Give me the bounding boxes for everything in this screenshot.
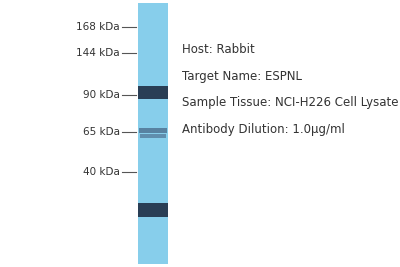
Text: Antibody Dilution: 1.0µg/ml: Antibody Dilution: 1.0µg/ml bbox=[182, 123, 345, 136]
Text: Host: Rabbit: Host: Rabbit bbox=[182, 43, 255, 56]
Text: 65 kDa: 65 kDa bbox=[83, 127, 120, 137]
Text: 144 kDa: 144 kDa bbox=[76, 48, 120, 58]
Bar bbox=[138, 203, 168, 217]
Text: Target Name: ESPNL: Target Name: ESPNL bbox=[182, 70, 302, 83]
Text: Sample Tissue: NCI-H226 Cell Lysate: Sample Tissue: NCI-H226 Cell Lysate bbox=[182, 96, 398, 109]
Bar bbox=[138, 86, 168, 99]
Bar bbox=[138, 3, 168, 264]
Bar bbox=[140, 134, 166, 138]
Bar bbox=[139, 128, 167, 133]
Text: 40 kDa: 40 kDa bbox=[83, 167, 120, 177]
Text: 168 kDa: 168 kDa bbox=[76, 22, 120, 32]
Text: 90 kDa: 90 kDa bbox=[83, 90, 120, 100]
